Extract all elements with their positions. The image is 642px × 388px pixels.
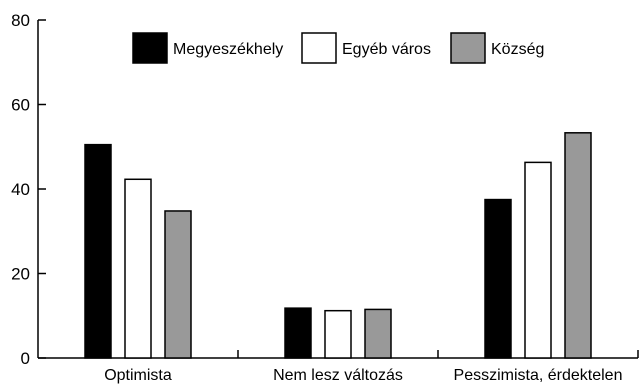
y-tick-label: 0 bbox=[21, 349, 30, 368]
chart-bars bbox=[84, 132, 592, 359]
x-category-label: Nem lesz változás bbox=[273, 367, 403, 384]
legend-swatch-0 bbox=[132, 32, 168, 64]
bar-0-2 bbox=[484, 198, 512, 359]
bar-1-0 bbox=[124, 178, 152, 359]
x-category-label: Pesszimista, érdektelen bbox=[454, 367, 623, 384]
legend-swatch-2 bbox=[450, 32, 486, 64]
y-tick-label: 40 bbox=[11, 180, 30, 199]
bar-0-1 bbox=[284, 307, 312, 359]
bar-2-0 bbox=[164, 210, 192, 359]
legend-swatch-1 bbox=[301, 32, 337, 64]
bar-0-0 bbox=[84, 143, 112, 359]
y-tick-label: 60 bbox=[11, 96, 30, 115]
legend-label-2: Község bbox=[491, 41, 544, 58]
x-category-label: Optimista bbox=[104, 367, 172, 384]
bar-1-2 bbox=[524, 161, 552, 359]
y-tick-label: 20 bbox=[11, 265, 30, 284]
bar-2-1 bbox=[364, 308, 392, 359]
legend-label-1: Egyéb város bbox=[342, 41, 431, 58]
chart-axes: 0 20 40 60 80 Optimista Nem lesz változás Pessz… bbox=[11, 11, 639, 384]
bar-2-2 bbox=[564, 132, 592, 359]
legend-label-0: Megyeszékhely bbox=[173, 41, 283, 58]
chart-legend: Megyeszékhely Egyéb város Község bbox=[132, 32, 544, 64]
y-tick-label: 80 bbox=[11, 11, 30, 30]
bar-1-1 bbox=[324, 309, 352, 359]
